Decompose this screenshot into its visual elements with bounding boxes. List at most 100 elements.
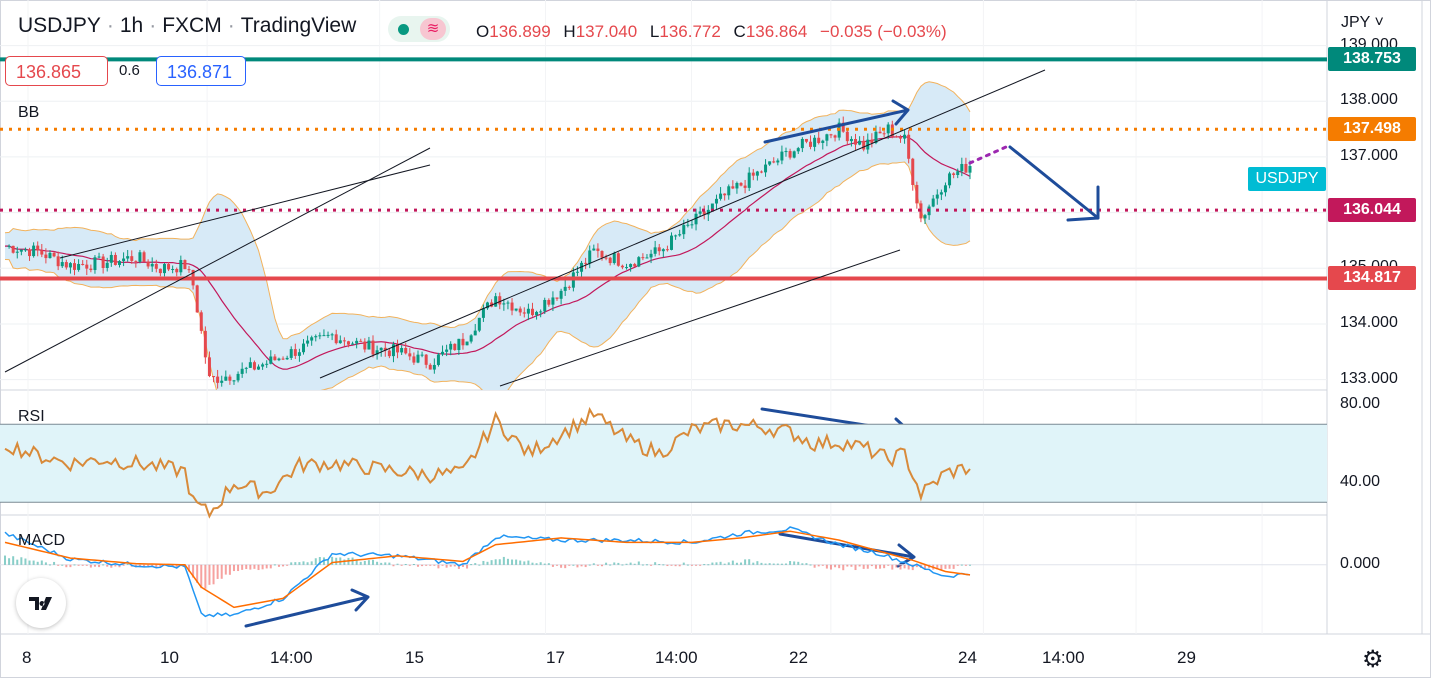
candle-body [97, 256, 101, 258]
macd-histogram-bar [40, 560, 43, 565]
macd-histogram-bar [220, 564, 223, 579]
sell-price-button[interactable]: 136.865 [5, 56, 108, 86]
macd-histogram-bar [478, 564, 481, 566]
candle-body [862, 140, 866, 150]
macd-histogram-bar [249, 564, 252, 570]
time-tick-label: 8 [22, 648, 32, 667]
candle-body [461, 338, 465, 346]
macd-histogram-bar [298, 562, 301, 565]
channel-line-4 [499, 249, 901, 387]
candle-body [449, 343, 453, 350]
symbol-price-tag: USDJPY [1248, 167, 1326, 191]
currency-selector[interactable]: JPY ˅ [1341, 14, 1384, 32]
macd-histogram-bar [57, 564, 60, 566]
macd-histogram-bar [376, 561, 379, 565]
macd-histogram-bar [372, 559, 375, 565]
candle-body [150, 263, 154, 267]
macd-histogram-bar [846, 564, 849, 567]
macd-histogram-bar [809, 564, 812, 566]
macd-histogram-bar [502, 556, 505, 565]
candle-body [162, 264, 166, 274]
macd-histogram-bar [114, 564, 117, 567]
candle-body [661, 249, 665, 252]
candle-body [289, 349, 293, 358]
macd-histogram-bar [556, 564, 559, 566]
candle-body [445, 349, 449, 352]
market-status-pill[interactable]: ≋ [388, 16, 450, 42]
candle-body [52, 252, 56, 257]
settings-gear-icon[interactable]: ⚙ [1362, 646, 1384, 673]
macd-histogram-bar [445, 564, 448, 568]
candle-body [551, 297, 555, 305]
macd-histogram-bar [392, 564, 395, 567]
candle-body [244, 367, 248, 369]
macd-histogram-bar [85, 564, 88, 566]
macd-histogram-bar [850, 564, 853, 567]
macd-histogram-bar [302, 561, 305, 565]
macd-histogram-bar [789, 561, 792, 565]
candle-body [56, 256, 60, 267]
projection-dots [968, 145, 1008, 165]
candle-body [931, 198, 935, 207]
candle-body [833, 135, 837, 138]
platform: TradingView [240, 14, 357, 37]
candle-body [68, 263, 72, 268]
buy-price-button[interactable]: 136.871 [156, 56, 246, 86]
candle-body [670, 235, 674, 250]
bb-label: BB [18, 104, 40, 121]
candle-body [526, 308, 530, 314]
tradingview-logo-icon[interactable] [16, 578, 66, 628]
macd-histogram-bar [707, 564, 710, 566]
candle-body [596, 248, 600, 252]
candle-body [657, 247, 661, 252]
candle-body [604, 257, 608, 259]
macd-pane [0, 526, 1327, 618]
macd-histogram-bar [519, 560, 522, 565]
macd-histogram-bar [245, 564, 248, 570]
time-tick-label: 14:00 [270, 648, 313, 667]
candle-body [535, 311, 539, 316]
candle-body [187, 269, 191, 271]
candle-body [968, 166, 972, 173]
macd-histogram-bar [547, 563, 550, 565]
candle-body [424, 354, 428, 365]
candle-body [334, 334, 338, 344]
macd-histogram-bar [956, 564, 959, 566]
candle-body [882, 133, 886, 135]
macd-histogram-bar [261, 564, 264, 570]
candle-body [751, 172, 755, 176]
macd-histogram-bar [449, 564, 452, 567]
macd-histogram-bar [498, 559, 501, 565]
candle-body [36, 245, 40, 251]
macd-histogram-bar [335, 557, 338, 565]
macd-histogram-bar [118, 564, 121, 568]
arrow-price-up [763, 99, 910, 144]
candle-body [768, 161, 772, 165]
candle-body [101, 256, 105, 268]
macd-histogram-bar [367, 560, 370, 565]
candle-body [772, 161, 776, 163]
symbol-name[interactable]: USDJPY [18, 14, 101, 37]
chevron-down-icon: ˅ [1374, 14, 1384, 31]
open-label: O [476, 22, 490, 41]
candle-body [584, 262, 588, 264]
currency-label: JPY [1341, 14, 1371, 31]
macd-histogram-bar [625, 563, 628, 565]
candle-body [813, 137, 817, 147]
macd-histogram-bar [784, 563, 787, 565]
candle-body [252, 362, 256, 370]
interval[interactable]: 1h [119, 14, 144, 37]
close-value: 136.864 [745, 22, 808, 41]
candle-body [420, 354, 424, 356]
macd-histogram-bar [658, 564, 661, 566]
candle-body [314, 336, 318, 338]
rsi-tick-label: 80.00 [1340, 394, 1381, 412]
macd-tick-label: 0.000 [1340, 554, 1381, 572]
macd-histogram-bar [453, 564, 456, 567]
macd-histogram-bar [674, 564, 677, 567]
macd-histogram-bar [801, 563, 804, 565]
candle-body [48, 252, 52, 259]
macd-histogram-bar [384, 562, 387, 565]
candle-body [228, 376, 232, 381]
